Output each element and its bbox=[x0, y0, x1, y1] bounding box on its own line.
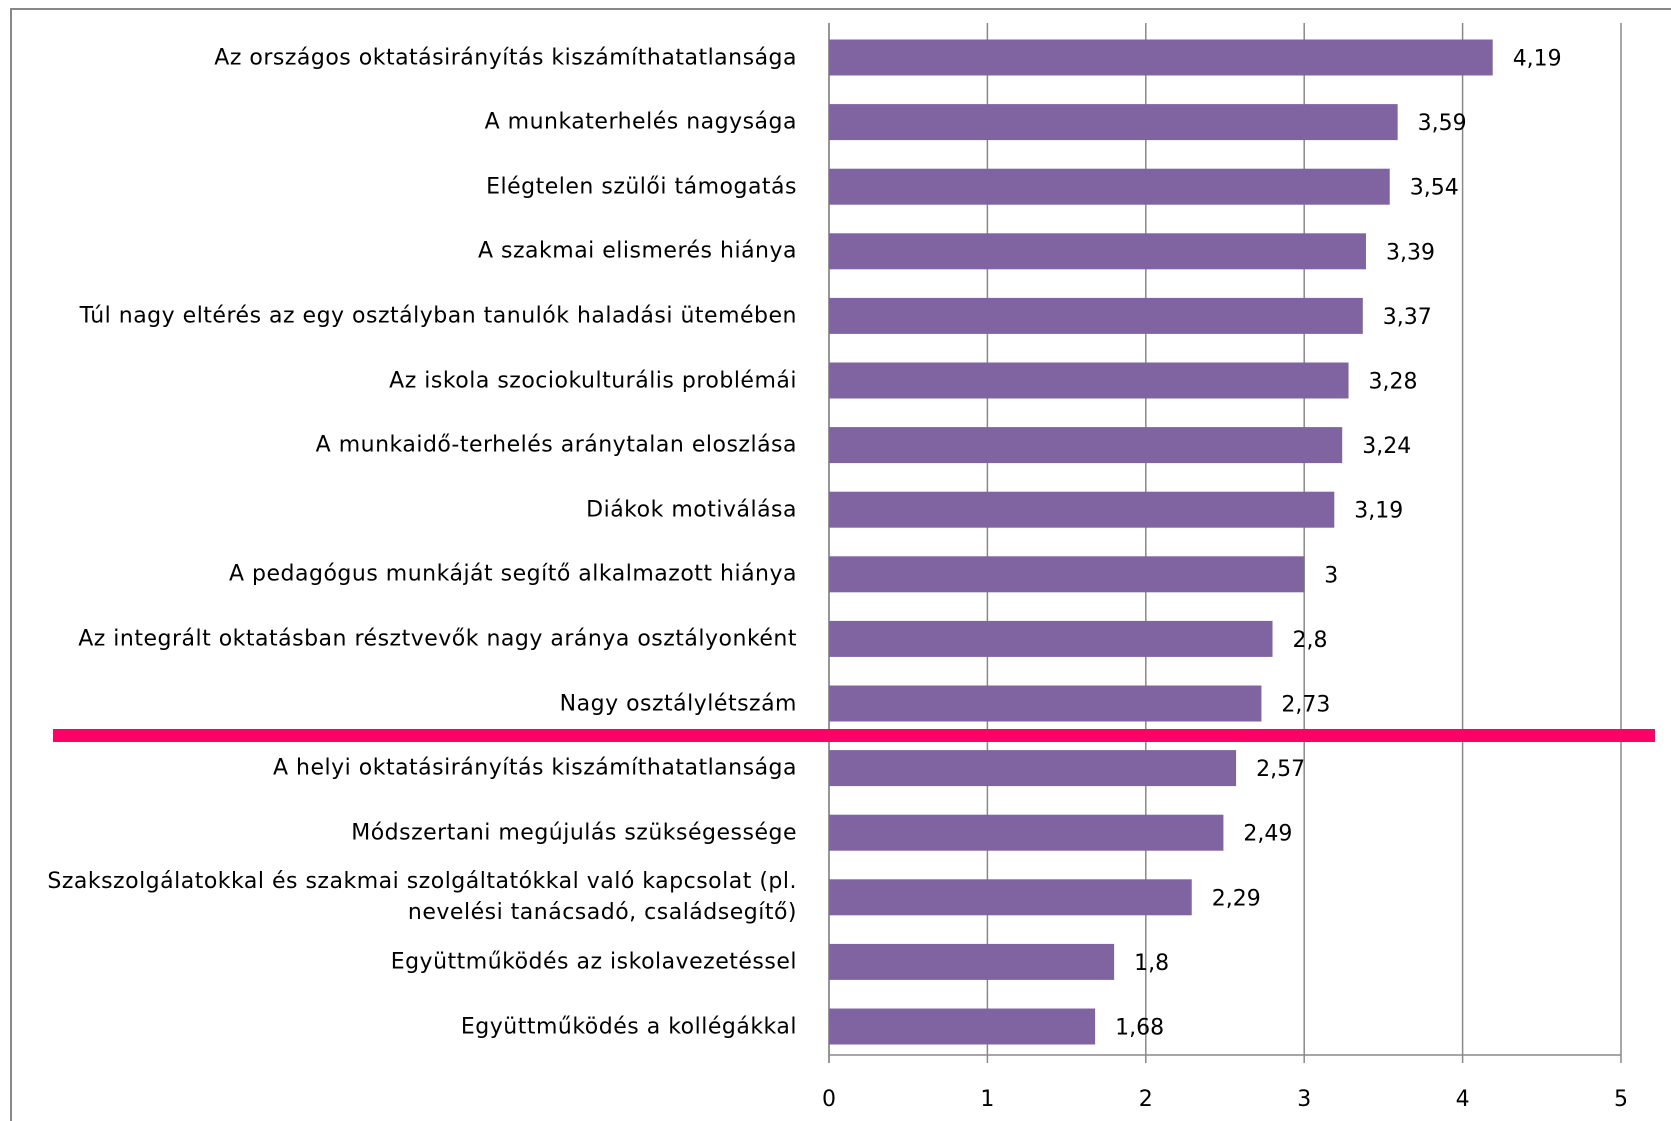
bar bbox=[829, 362, 1349, 399]
bar bbox=[829, 39, 1493, 76]
frame bbox=[10, 8, 1671, 1121]
category-label: A pedagógus munkáját segítő alkalmazott … bbox=[229, 561, 797, 587]
bar bbox=[829, 427, 1343, 464]
value-label: 2,49 bbox=[1243, 822, 1292, 847]
separator-line bbox=[53, 729, 1655, 742]
x-tick-label: 2 bbox=[1139, 1087, 1153, 1112]
x-tick-label: 4 bbox=[1456, 1087, 1470, 1112]
value-label: 3 bbox=[1324, 563, 1338, 588]
value-label: 1,8 bbox=[1134, 951, 1169, 976]
value-label: 3,37 bbox=[1383, 305, 1432, 330]
category-label: Az iskola szociokulturális problémái bbox=[389, 368, 797, 393]
value-label: 3,19 bbox=[1354, 499, 1403, 524]
category-label: Együttműködés a kollégákkal bbox=[460, 1014, 797, 1039]
bar bbox=[829, 233, 1366, 270]
value-label: 2,29 bbox=[1212, 886, 1261, 911]
value-label: 3,59 bbox=[1418, 111, 1467, 136]
bar bbox=[829, 814, 1224, 851]
bar bbox=[829, 104, 1398, 141]
category-label: Elégtelen szülői támogatás bbox=[486, 174, 797, 200]
category-label: Diákok motiválása bbox=[586, 497, 797, 523]
value-label: 4,19 bbox=[1513, 47, 1562, 72]
category-label: Együttműködés az iskolavezetéssel bbox=[390, 949, 797, 975]
category-label: A szakmai elismerés hiánya bbox=[477, 238, 797, 264]
x-tick-label: 5 bbox=[1614, 1087, 1628, 1112]
category-label: Az integrált oktatásban résztvevők nagy … bbox=[78, 626, 797, 652]
bar bbox=[829, 879, 1192, 916]
value-label: 3,24 bbox=[1362, 434, 1411, 459]
bar bbox=[829, 620, 1273, 657]
category-label: A munkaidő-terhelés aránytalan eloszlása bbox=[315, 432, 797, 458]
bar bbox=[829, 943, 1115, 980]
category-label: A helyi oktatásirányítás kiszámíthatatla… bbox=[272, 755, 797, 781]
category-label: Módszertani megújulás szükségessége bbox=[351, 820, 797, 846]
bar bbox=[829, 685, 1262, 722]
value-label: 3,54 bbox=[1410, 176, 1459, 201]
bar bbox=[829, 556, 1305, 593]
category-label: Az országos oktatásirányítás kiszámíthat… bbox=[214, 45, 797, 70]
category-label: Nagy osztálylétszám bbox=[559, 691, 797, 716]
value-label: 3,39 bbox=[1386, 240, 1435, 265]
x-tick-label: 3 bbox=[1297, 1087, 1311, 1112]
bar bbox=[829, 1008, 1096, 1045]
x-tick-label: 0 bbox=[822, 1087, 836, 1112]
x-tick-label: 1 bbox=[980, 1087, 994, 1112]
category-label: Túl nagy eltérés az egy osztályban tanul… bbox=[79, 303, 797, 329]
bar bbox=[829, 297, 1363, 334]
value-label: 2,57 bbox=[1256, 757, 1305, 782]
bar bbox=[829, 491, 1335, 528]
category-label: Szakszolgálatokkal és szakmai szolgáltat… bbox=[47, 869, 797, 926]
value-label: 1,68 bbox=[1115, 1016, 1164, 1041]
value-label: 2,8 bbox=[1293, 628, 1328, 653]
category-label: A munkaterhelés nagysága bbox=[484, 109, 797, 135]
value-label: 3,28 bbox=[1369, 370, 1418, 395]
bar bbox=[829, 168, 1390, 205]
bar bbox=[829, 750, 1237, 787]
value-label: 2,73 bbox=[1281, 693, 1330, 718]
